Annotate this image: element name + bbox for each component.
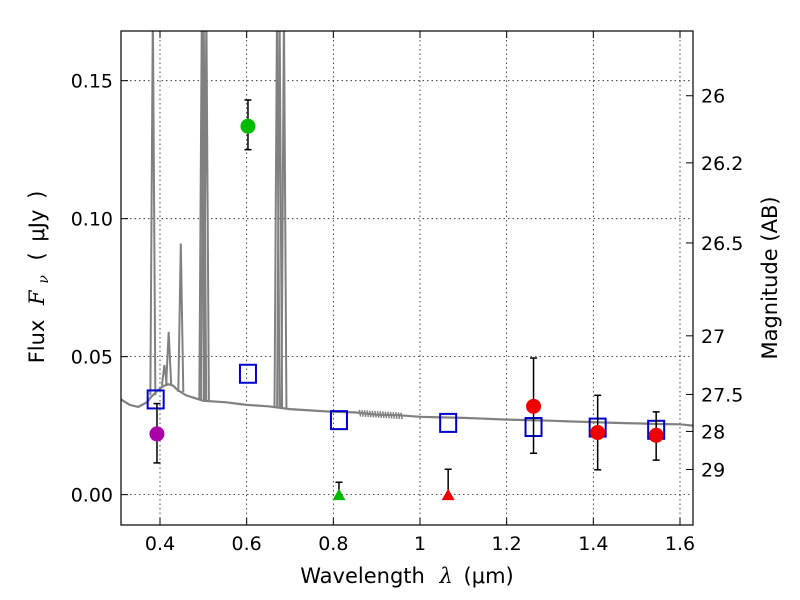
- observed-flux-point: [526, 398, 542, 414]
- data-layer: [121, 31, 693, 501]
- x-tick-label: 0.4: [145, 533, 175, 555]
- x-tick-label: 0.6: [232, 533, 262, 555]
- x-tick-label: 1: [414, 533, 426, 555]
- upper-limit-triangle: [332, 488, 346, 501]
- sed-emission-line: [149, 31, 157, 396]
- observed-flux-point: [648, 427, 664, 443]
- plot-frame: [120, 30, 694, 526]
- mag-tick-label: 26.5: [701, 233, 743, 255]
- y-tick-label: 0.00: [71, 485, 113, 507]
- sed-emission-line: [280, 31, 288, 409]
- x-tick-label: 1.2: [492, 533, 522, 555]
- mag-tick-label: 27.5: [701, 384, 743, 406]
- mag-tick-label: 26: [701, 86, 725, 108]
- axes: 0.4 0.6 0.8 1 1.2 1.4 1.6 0.00 0.05 0.10 0.15 26 26.…: [71, 31, 743, 555]
- upper-limit-triangle: [441, 488, 455, 501]
- y-tick-label: 0.15: [71, 71, 113, 93]
- sed-emission-line: [198, 31, 206, 401]
- x-tick-label: 1.4: [578, 533, 608, 555]
- model-photometry-square: [146, 389, 165, 410]
- model-photometry-square: [329, 410, 348, 431]
- mag-tick-label: 27: [701, 326, 725, 348]
- grid-lines: [121, 31, 693, 525]
- x-tick-label: 1.6: [665, 533, 695, 555]
- sed-emission-line: [202, 31, 210, 402]
- model-photometry-square: [439, 412, 458, 433]
- y2-axis-title: Magnitude (AB): [758, 196, 782, 359]
- y-axis-title: Flux F ν ( μJy ): [25, 191, 53, 364]
- observed-flux-point: [240, 118, 256, 134]
- x-tick-label: 0.8: [318, 533, 348, 555]
- mag-tick-label: 26.2: [701, 153, 743, 175]
- mag-tick-label: 29: [701, 459, 725, 481]
- sed-emission-line: [276, 31, 284, 408]
- y-tick-label: 0.05: [71, 347, 113, 369]
- sed-emission-line: [165, 331, 173, 385]
- observed-flux-point: [149, 426, 165, 442]
- sed-emission-line: [177, 243, 185, 392]
- model-photometry-square: [238, 363, 257, 384]
- sed-absorption-features: [358, 409, 403, 420]
- x-axis-title: Wavelength λ (μm): [300, 564, 513, 588]
- observed-flux-point: [590, 425, 606, 441]
- y-tick-label: 0.10: [71, 209, 113, 231]
- mag-tick-label: 28: [701, 421, 725, 443]
- sed-continuum-line: [121, 383, 693, 427]
